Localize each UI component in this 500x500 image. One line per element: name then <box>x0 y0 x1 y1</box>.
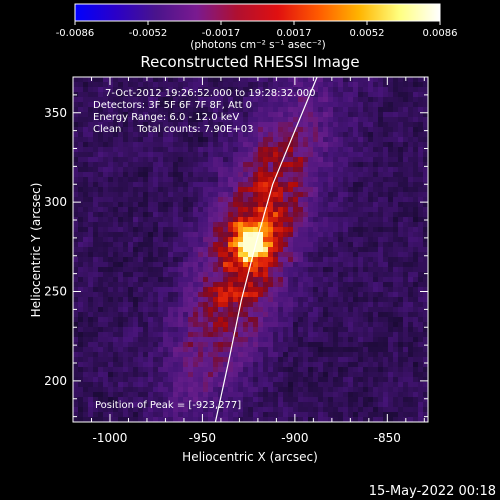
colorbar-tick-label: 0.0017 <box>277 28 312 39</box>
footer-timestamp: 15-May-2022 00:18 <box>369 484 496 499</box>
axes: -1000 -950 -900 -850 200 250 300 350 <box>44 76 428 445</box>
y-tick-label: 300 <box>44 195 67 209</box>
y-tick-label: 250 <box>44 285 67 299</box>
annotation-energy-range: Energy Range: 6.0 - 12.0 keV <box>93 112 239 123</box>
annotation-clean-counts: Clean Total counts: 7.90E+03 <box>93 124 253 135</box>
y-axis-label: Heliocentric Y (arcsec) <box>29 183 43 318</box>
colorbar-tick-label: 0.0052 <box>350 28 385 39</box>
x-tick-label: -900 <box>281 431 308 445</box>
x-axis-label: Heliocentric X (arcsec) <box>182 450 318 464</box>
annotation-detectors: Detectors: 3F 5F 6F 7F 8F, Att 0 <box>93 100 252 111</box>
y-tick-label: 350 <box>44 106 67 120</box>
colorbar-ticks: -0.0086 -0.0052 -0.0017 0.0017 0.0052 0.0086 <box>56 21 458 39</box>
colorbar-tick-label: 0.0086 <box>423 28 458 39</box>
x-tick-label: -850 <box>374 431 401 445</box>
colorbar-tick-label: -0.0086 <box>56 28 95 39</box>
chart-title: Reconstructed RHESSI Image <box>140 53 359 71</box>
annotation-time-range: 7-Oct-2012 19:26:52.000 to 19:28:32.000 <box>105 88 316 99</box>
y-tick-label: 200 <box>44 374 67 388</box>
colorbar <box>74 3 441 22</box>
peak-position-label: Position of Peak = [-923,277] <box>95 400 241 411</box>
annotations: 7-Oct-2012 19:26:52.000 to 19:28:32.000 … <box>93 88 316 411</box>
solar-limb-curve <box>214 77 318 422</box>
x-tick-label: -1000 <box>93 431 128 445</box>
x-tick-label: -950 <box>189 431 216 445</box>
heatmap-image <box>73 77 428 422</box>
colorbar-tick-label: -0.0052 <box>129 28 168 39</box>
colorbar-unit-label: (photons cm⁻² s⁻¹ asec⁻²) <box>190 39 325 51</box>
colorbar-tick-label: -0.0017 <box>202 28 241 39</box>
plot-frame <box>72 76 429 423</box>
